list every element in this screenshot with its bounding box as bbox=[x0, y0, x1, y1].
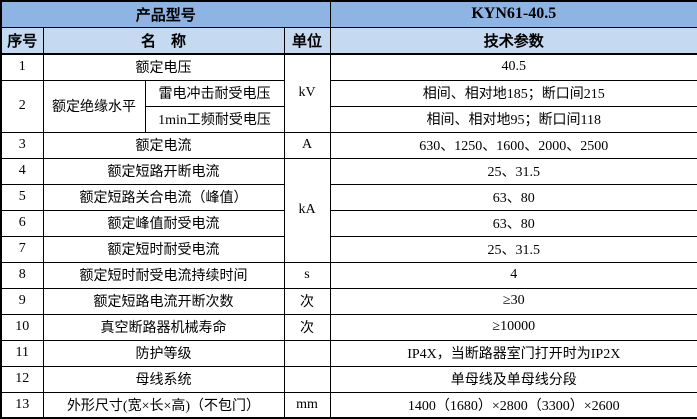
row-no: 5 bbox=[0, 183, 44, 211]
row-name: 额定短路开断电流 bbox=[42, 157, 285, 185]
table-row-12: 12 母线系统 单母线及单母线分段 bbox=[0, 365, 697, 393]
col-header-no: 序号 bbox=[0, 26, 44, 55]
table-row-10: 10 真空断路器机械寿命 次 ≥10000 bbox=[0, 313, 697, 341]
row-no: 6 bbox=[0, 209, 44, 237]
row-name: 防护等级 bbox=[42, 339, 285, 367]
row-name: 真空断路器机械寿命 bbox=[42, 313, 285, 341]
table-row-5: 5 额定短路关合电流（峰值） 63、80 bbox=[0, 183, 697, 211]
row-no: 10 bbox=[0, 313, 44, 341]
row-no: 2 bbox=[0, 79, 44, 133]
unit-mm-cell: mm bbox=[283, 391, 331, 419]
row-value: 630、1250、1600、2000、2500 bbox=[329, 131, 697, 159]
row-name: 额定峰值耐受电流 bbox=[42, 209, 285, 237]
table-row-13: 13 外形尺寸(宽×长×高)（不包门） mm 1400（1680）×2800（3… bbox=[0, 391, 697, 419]
row-no: 12 bbox=[0, 365, 44, 393]
title-row: 产品型号 KYN61-40.5 bbox=[0, 0, 697, 28]
row-no: 4 bbox=[0, 157, 44, 185]
row-value: IP4X，当断路器室门打开时为IP2X bbox=[329, 339, 697, 367]
row-no: 8 bbox=[0, 261, 44, 289]
row-value: 4 bbox=[329, 261, 697, 289]
row-value: ≥30 bbox=[329, 287, 697, 315]
row-value: 1400（1680）×2800（3300）×2600 bbox=[329, 391, 697, 419]
row-no: 11 bbox=[0, 339, 44, 367]
table-row-6: 6 额定峰值耐受电流 63、80 bbox=[0, 209, 697, 237]
row-name: 额定短路电流开断次数 bbox=[42, 287, 285, 315]
unit-a-cell: A bbox=[283, 131, 331, 159]
row-name: 额定电压 bbox=[42, 53, 285, 81]
row-name: 额定电流 bbox=[42, 131, 285, 159]
unit-ci-cell: 次 bbox=[283, 313, 331, 341]
row-name: 额定短时耐受电流 bbox=[42, 235, 285, 263]
table-row-4: 4 额定短路开断电流 kA 25、31.5 bbox=[0, 157, 697, 263]
row-name: 额定绝缘水平 bbox=[42, 79, 146, 133]
row-value: 单母线及单母线分段 bbox=[329, 365, 697, 393]
product-model-value: KYN61-40.5 bbox=[329, 0, 697, 28]
row-sub-name: 1min工频耐受电压 bbox=[144, 105, 285, 133]
table-row-9: 9 额定短路电流开断次数 次 ≥30 bbox=[0, 287, 697, 315]
row-value: 25、31.5 bbox=[329, 157, 697, 185]
row-value: 相间、相对地185；断口间215 bbox=[329, 79, 697, 107]
col-header-params: 技术参数 bbox=[329, 26, 697, 55]
unit-ka-cell: kA bbox=[283, 157, 331, 263]
row-no: 7 bbox=[0, 235, 44, 263]
col-header-unit: 单位 bbox=[283, 26, 331, 55]
table-row-7: 7 额定短时耐受电流 25、31.5 bbox=[0, 235, 697, 263]
row-no: 3 bbox=[0, 131, 44, 159]
table-row-11: 11 防护等级 IP4X，当断路器室门打开时为IP2X bbox=[0, 339, 697, 367]
table-row-3: 3 额定电流 A 630、1250、1600、2000、2500 bbox=[0, 131, 697, 159]
unit-empty-cell bbox=[283, 339, 331, 367]
row-value: 相间、相对地95；断口间118 bbox=[329, 105, 697, 133]
unit-ci-cell: 次 bbox=[283, 287, 331, 315]
unit-s-cell: s bbox=[283, 261, 331, 289]
unit-kv-cell: kV bbox=[283, 53, 331, 133]
table-row-2a: 2 额定绝缘水平 雷电冲击耐受电压 相间、相对地185；断口间215 bbox=[0, 79, 697, 133]
unit-empty-cell bbox=[283, 365, 331, 393]
column-header-row: 序号 名 称 单位 技术参数 bbox=[0, 26, 697, 55]
table-row-8: 8 额定短时耐受电流持续时间 s 4 bbox=[0, 261, 697, 289]
row-name: 额定短路关合电流（峰值） bbox=[42, 183, 285, 211]
row-no: 9 bbox=[0, 287, 44, 315]
row-no: 1 bbox=[0, 53, 44, 81]
row-name: 额定短时耐受电流持续时间 bbox=[42, 261, 285, 289]
row-value: ≥10000 bbox=[329, 313, 697, 341]
row-name: 外形尺寸(宽×长×高)（不包门） bbox=[42, 391, 285, 419]
row-sub-name: 雷电冲击耐受电压 bbox=[144, 79, 285, 107]
row-no: 13 bbox=[0, 391, 44, 419]
row-value: 40.5 bbox=[329, 53, 697, 81]
table-row-1: 1 额定电压 kV 40.5 bbox=[0, 53, 697, 133]
product-model-label: 产品型号 bbox=[0, 0, 331, 28]
row-value: 25、31.5 bbox=[329, 235, 697, 263]
col-header-name: 名 称 bbox=[42, 26, 285, 55]
row-value: 63、80 bbox=[329, 209, 697, 237]
row-value: 63、80 bbox=[329, 183, 697, 211]
row-name: 母线系统 bbox=[42, 365, 285, 393]
